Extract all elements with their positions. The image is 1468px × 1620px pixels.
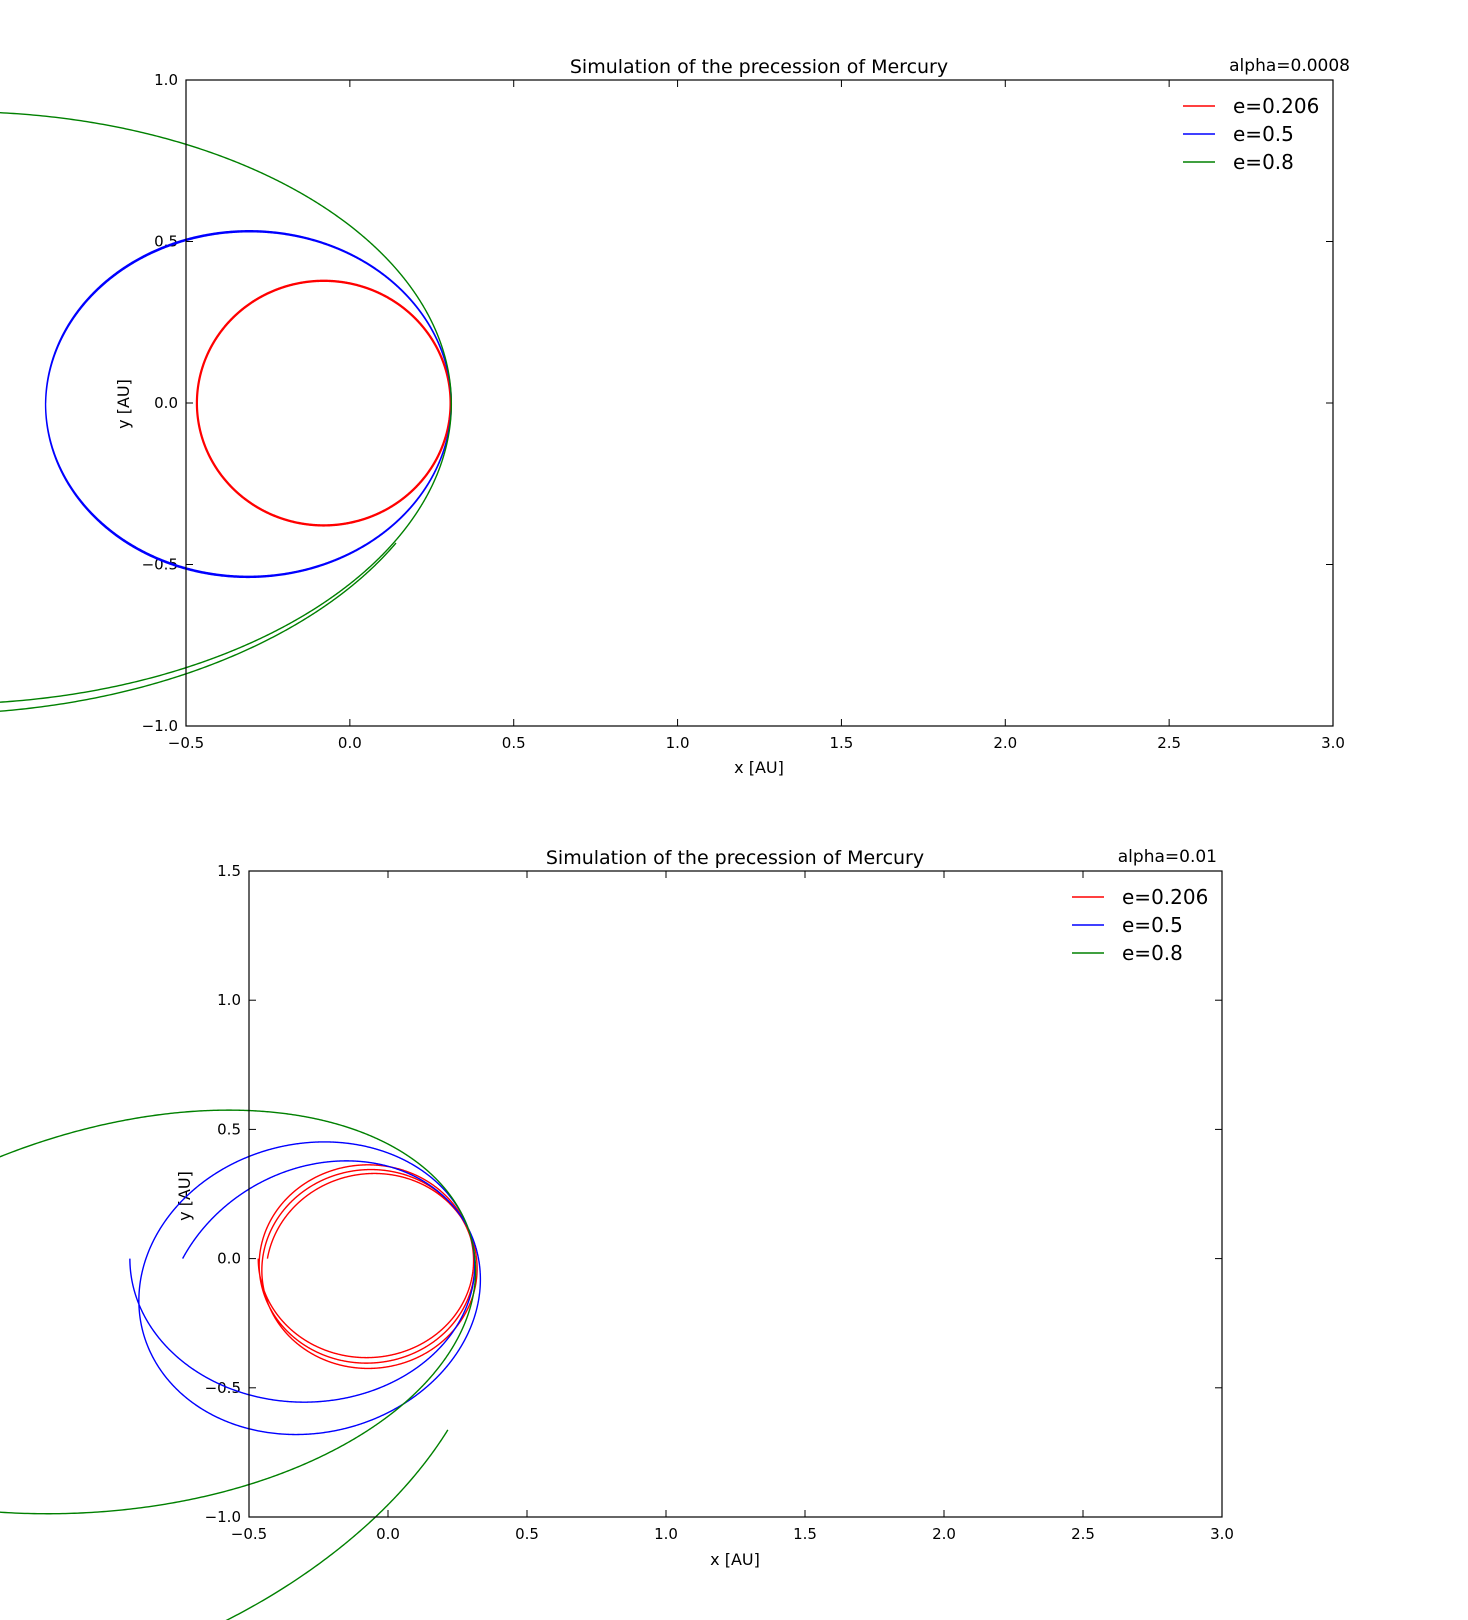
x-tick-label: 1.0 xyxy=(666,734,690,752)
legend-label: e=0.8 xyxy=(1233,150,1294,174)
y-tick-label: 0.5 xyxy=(154,233,178,251)
x-axis-label: x [AU] xyxy=(734,758,784,777)
x-tick-label: 3.0 xyxy=(1210,1525,1234,1543)
x-tick-label: 0.0 xyxy=(376,1525,400,1543)
alpha-annotation: alpha=0.0008 xyxy=(1229,56,1350,76)
legend-label: e=0.206 xyxy=(1233,94,1319,118)
y-tick-label: 0.5 xyxy=(217,1120,241,1138)
y-tick-label: 1.5 xyxy=(217,862,241,880)
alpha-annotation: alpha=0.01 xyxy=(1118,847,1217,867)
legend-label: e=0.5 xyxy=(1233,122,1294,146)
y-tick-label: −0.5 xyxy=(142,556,178,574)
x-tick-label: 2.0 xyxy=(932,1525,956,1543)
legend: e=0.206 e=0.5 e=0.8 xyxy=(1072,885,1208,965)
plot-frame xyxy=(185,79,1334,727)
series-line-e=0.8 xyxy=(0,1109,477,1620)
legend-label: e=0.5 xyxy=(1122,913,1183,937)
y-tick-label: −0.5 xyxy=(205,1379,241,1397)
x-tick-label: 1.5 xyxy=(829,734,853,752)
y-tick-label: −1.0 xyxy=(142,717,178,735)
legend-label: e=0.8 xyxy=(1122,941,1183,965)
plot-lines xyxy=(0,1109,482,1620)
y-tick-label: −1.0 xyxy=(205,1508,241,1526)
chart-title: Simulation of the precession of Mercury xyxy=(570,56,948,78)
x-tick-label: −0.5 xyxy=(168,734,204,752)
y-tick-label: 0.0 xyxy=(217,1250,241,1268)
x-tick-label: 2.5 xyxy=(1071,1525,1095,1543)
x-tick-label: 0.5 xyxy=(502,734,526,752)
y-tick-label: 1.0 xyxy=(154,71,178,89)
chart-title: Simulation of the precession of Mercury xyxy=(546,847,924,869)
x-tick-label: 1.5 xyxy=(793,1525,817,1543)
chart-top: Simulation of the precession of Mercury … xyxy=(0,56,1350,777)
x-tick-label: 0.5 xyxy=(515,1525,539,1543)
chart-bottom: Simulation of the precession of Mercury … xyxy=(0,847,1234,1620)
series-line-e=0.8 xyxy=(0,111,453,712)
legend-label: e=0.206 xyxy=(1122,885,1208,909)
x-tick-label: 2.0 xyxy=(993,734,1017,752)
series-line-e=0.206 xyxy=(195,279,452,527)
series-line-e=0.5 xyxy=(129,1141,482,1436)
plot-lines xyxy=(0,111,453,712)
axis-ticks: −0.5 0.0 0.5 1.0 1.5 2.0 2.5 3.0−1.0−0.50.00.51… xyxy=(142,71,1345,752)
x-axis-label: x [AU] xyxy=(710,1550,760,1569)
y-tick-label: 0.0 xyxy=(154,394,178,412)
x-tick-label: 1.0 xyxy=(654,1525,678,1543)
x-tick-label: 0.0 xyxy=(338,734,362,752)
x-tick-label: 3.0 xyxy=(1321,734,1345,752)
axis-ticks: −0.5 0.0 0.5 1.0 1.5 2.0 2.5 3.0−1.0−0.50.00.51… xyxy=(205,862,1234,1543)
plot-frame xyxy=(248,870,1223,1518)
x-tick-label: 2.5 xyxy=(1157,734,1181,752)
y-axis-label: y [AU] xyxy=(114,379,133,429)
y-tick-label: 1.0 xyxy=(217,991,241,1009)
x-tick-label: −0.5 xyxy=(231,1525,267,1543)
legend: e=0.206 e=0.5 e=0.8 xyxy=(1183,94,1319,174)
series-line-e=0.206 xyxy=(257,1164,478,1370)
series-line-e=0.5 xyxy=(44,230,452,579)
y-axis-label: y [AU] xyxy=(175,1171,194,1221)
